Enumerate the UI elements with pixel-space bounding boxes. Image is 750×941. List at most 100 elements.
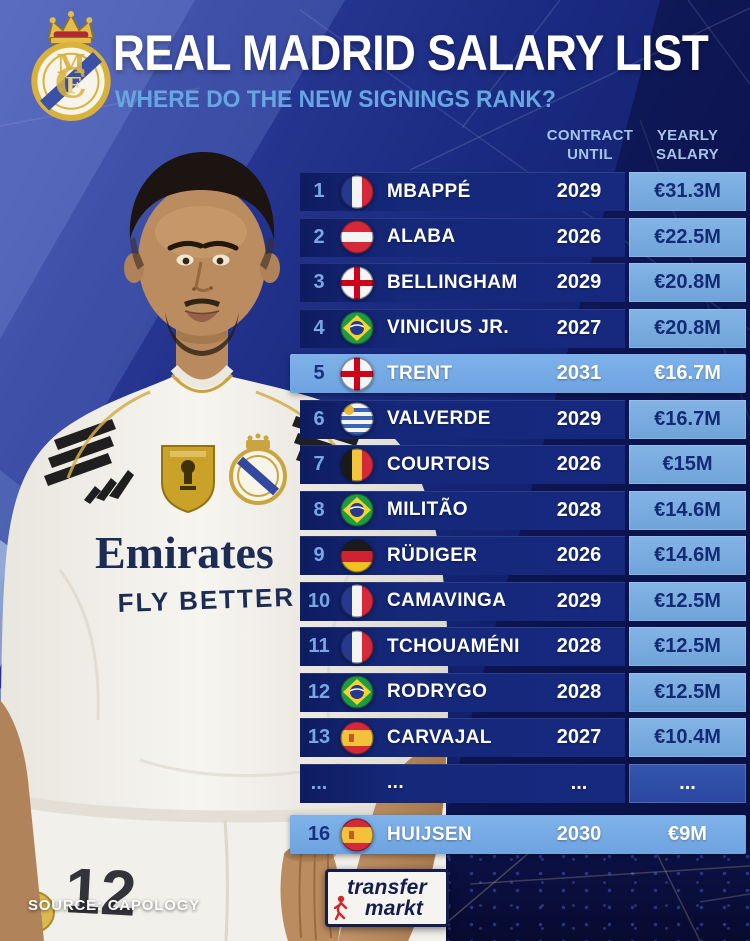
flag-spacer (340, 766, 374, 800)
row-main-segment: 5 TRENT 2031 (290, 354, 625, 393)
england-flag-icon (340, 265, 374, 300)
jersey-crest-icon (229, 433, 287, 505)
player-name: CAMAVINGA (387, 590, 507, 611)
table-row: 11 TCHOUAMÉNI 2028 €12.5M (300, 627, 746, 666)
player-name: MILITÃO (387, 499, 468, 520)
salary-cell: €22.5M (629, 217, 746, 257)
row-main-segment: 12 RODRYGO 2028 (300, 672, 625, 712)
contract-until-value: 2027 (556, 726, 602, 748)
table-row: 3 BELLINGHAM 2029 €20.8M (300, 263, 746, 302)
transfermarkt-logo-line2: markt (364, 897, 424, 920)
player-name: MBAPPÉ (387, 180, 471, 202)
table-row: 13 CARVAJAL 2027 €10.4M (300, 718, 746, 757)
table-row: 6 VALVERDE 2029 €16.7M (300, 399, 746, 439)
transfermarkt-logo-line1: transfer (347, 875, 427, 899)
germany-flag-icon (340, 538, 374, 573)
contract-until-value: ... (570, 771, 588, 794)
row-main-segment: 9 RÜDIGER 2026 (300, 536, 625, 575)
contract-until-value: 2029 (556, 589, 602, 612)
rank-value: 5 (313, 362, 325, 384)
table-row: ............ (300, 763, 746, 803)
row-main-segment: 1 MBAPPÉ 2029 (300, 172, 625, 211)
salary-cell: €20.8M (629, 308, 746, 348)
row-main-segment: 8 MILITÃO 2028 (300, 490, 625, 530)
jersey-sponsor-text: Emirates (95, 527, 274, 578)
salary-cell: €12.5M (629, 581, 746, 621)
row-main-segment: 10 CAMAVINGA 2029 (300, 581, 625, 621)
table-row: 9 RÜDIGER 2026 €14.6M (300, 536, 746, 575)
salary-table-body: 1 MBAPPÉ 2029 €31.3M 2 ALABA 2026 €22.5M 3 BELLIN… (0, 172, 746, 861)
rank-value: 4 (313, 316, 325, 339)
salary-cell: €14.6M (629, 536, 746, 575)
rank-value: 16 (307, 823, 331, 845)
england-flag-icon (340, 356, 374, 391)
contract-until-value: 2028 (556, 635, 602, 657)
france-flag-icon (340, 584, 374, 618)
row-main-segment: 3 BELLINGHAM 2029 (300, 263, 625, 302)
shorts-number-text: 12 (63, 854, 138, 930)
belgium-flag-icon (340, 447, 374, 482)
transfermarkt-logo: transfer markt (325, 869, 449, 927)
contract-until-value: 2029 (556, 407, 602, 430)
table-row: 1 MBAPPÉ 2029 €31.3M (300, 172, 746, 211)
player-name: BELLINGHAM (387, 271, 518, 293)
column-header-contract-until: CONTRACT UNTIL (546, 127, 634, 163)
austria-flag-icon (340, 220, 374, 254)
player-name: RÜDIGER (387, 544, 478, 566)
row-main-segment: 4 VINICIUS JR. 2027 (300, 308, 625, 348)
spain-flag-icon (340, 817, 374, 852)
salary-cell: €20.8M (629, 263, 746, 302)
salary-cell: €31.3M (629, 172, 746, 211)
salary-cell: €12.5M (629, 627, 746, 666)
table-row: 10 CAMAVINGA 2029 €12.5M (300, 581, 746, 621)
contract-until-value: 2027 (556, 316, 602, 339)
row-main-segment: 2 ALABA 2026 (300, 217, 625, 257)
table-row: 7 COURTOIS 2026 €15M (300, 445, 746, 484)
spain-flag-icon (340, 720, 374, 755)
svg-text:C: C (55, 60, 87, 108)
source-credit: SOURCE: CAPOLOGY (28, 897, 200, 914)
page-subtitle: WHERE DO THE NEW SIGNINGS RANK? (115, 86, 556, 113)
rank-value: 1 (313, 180, 325, 202)
row-main-segment: 13 CARVAJAL 2027 (300, 718, 625, 757)
rank-value: 10 (307, 589, 331, 612)
brazil-flag-icon (340, 311, 374, 345)
player-name: TCHOUAMÉNI (387, 635, 520, 657)
player-name: COURTOIS (387, 453, 491, 475)
player-name: CARVAJAL (387, 726, 492, 748)
contract-until-value: 2026 (556, 544, 602, 566)
rank-value: 8 (313, 498, 325, 521)
table-row: 2 ALABA 2026 €22.5M (300, 217, 746, 257)
svg-text:F: F (65, 73, 81, 99)
player-name: TRENT (387, 362, 453, 384)
brazil-flag-icon (340, 493, 374, 527)
transfermarkt-player-icon (333, 895, 348, 921)
contract-until-value: 2029 (556, 180, 602, 202)
page-title: REAL MADRID SALARY LIST (113, 25, 709, 81)
jersey-tagline-text: FLY BETTER (117, 582, 295, 618)
contract-until-value: 2030 (556, 823, 602, 845)
player-name: HUIJSEN (387, 823, 473, 845)
player-name: VINICIUS JR. (387, 317, 509, 338)
salary-cell: €14.6M (629, 490, 746, 530)
salary-cell: €16.7M (629, 399, 746, 439)
player-name: RODRYGO (387, 681, 488, 702)
table-row: 5 TRENT 2031 €16.7M (290, 354, 746, 393)
uruguay-flag-icon (340, 402, 374, 436)
contract-until-value: 2026 (556, 453, 602, 475)
row-main-segment: 6 VALVERDE 2029 (300, 399, 625, 439)
rank-value: 7 (313, 453, 325, 475)
row-main-segment: 11 TCHOUAMÉNI 2028 (300, 627, 625, 666)
champions-badge-icon (161, 445, 215, 514)
rank-value: 11 (308, 635, 330, 657)
svg-text:M: M (56, 49, 85, 80)
salary-cell: €9M (668, 823, 707, 845)
player-name: ALABA (387, 226, 456, 247)
real-madrid-crest-logo: M C F (31, 11, 111, 121)
table-row: 8 MILITÃO 2028 €14.6M (300, 490, 746, 530)
contract-until-value: 2028 (556, 498, 602, 521)
salary-cell: ... (629, 763, 746, 803)
france-flag-icon (340, 174, 374, 209)
rank-value: 13 (307, 726, 331, 748)
rank-value: 6 (313, 407, 325, 430)
